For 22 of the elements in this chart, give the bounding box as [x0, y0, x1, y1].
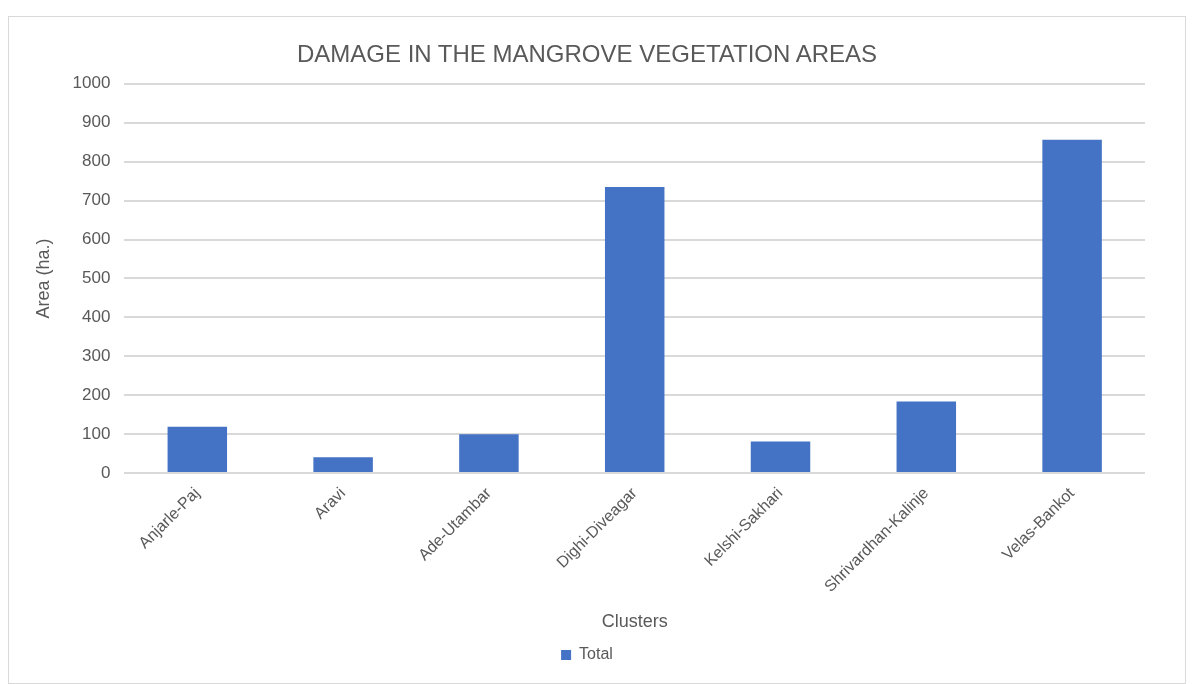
bar — [750, 441, 811, 473]
y-tick-label: 900 — [82, 112, 111, 132]
x-axis-title: Clusters — [601, 611, 668, 632]
y-tick-label: 700 — [82, 190, 111, 210]
y-tick-label: 300 — [82, 345, 111, 365]
chart-title: DAMAGE IN THE MANGROVE VEGETATION AREAS — [296, 40, 878, 68]
y-tick-label: 800 — [82, 151, 111, 171]
y-tick-label: 1000 — [72, 73, 111, 93]
bar — [896, 401, 957, 473]
y-tick-label: 200 — [82, 384, 111, 404]
y-tick-label: 600 — [82, 229, 111, 249]
legend-label: Total — [579, 645, 613, 663]
y-tick-label: 0 — [100, 462, 111, 482]
y-tick-label: 100 — [82, 423, 111, 443]
y-tick-label: 500 — [82, 268, 111, 288]
bar — [167, 426, 228, 473]
y-axis-title: Area (ha.) — [32, 238, 53, 319]
bar — [313, 457, 373, 473]
bar — [1042, 139, 1102, 473]
y-tick-label: 400 — [82, 307, 111, 327]
bar — [459, 434, 519, 473]
bar — [604, 186, 665, 473]
